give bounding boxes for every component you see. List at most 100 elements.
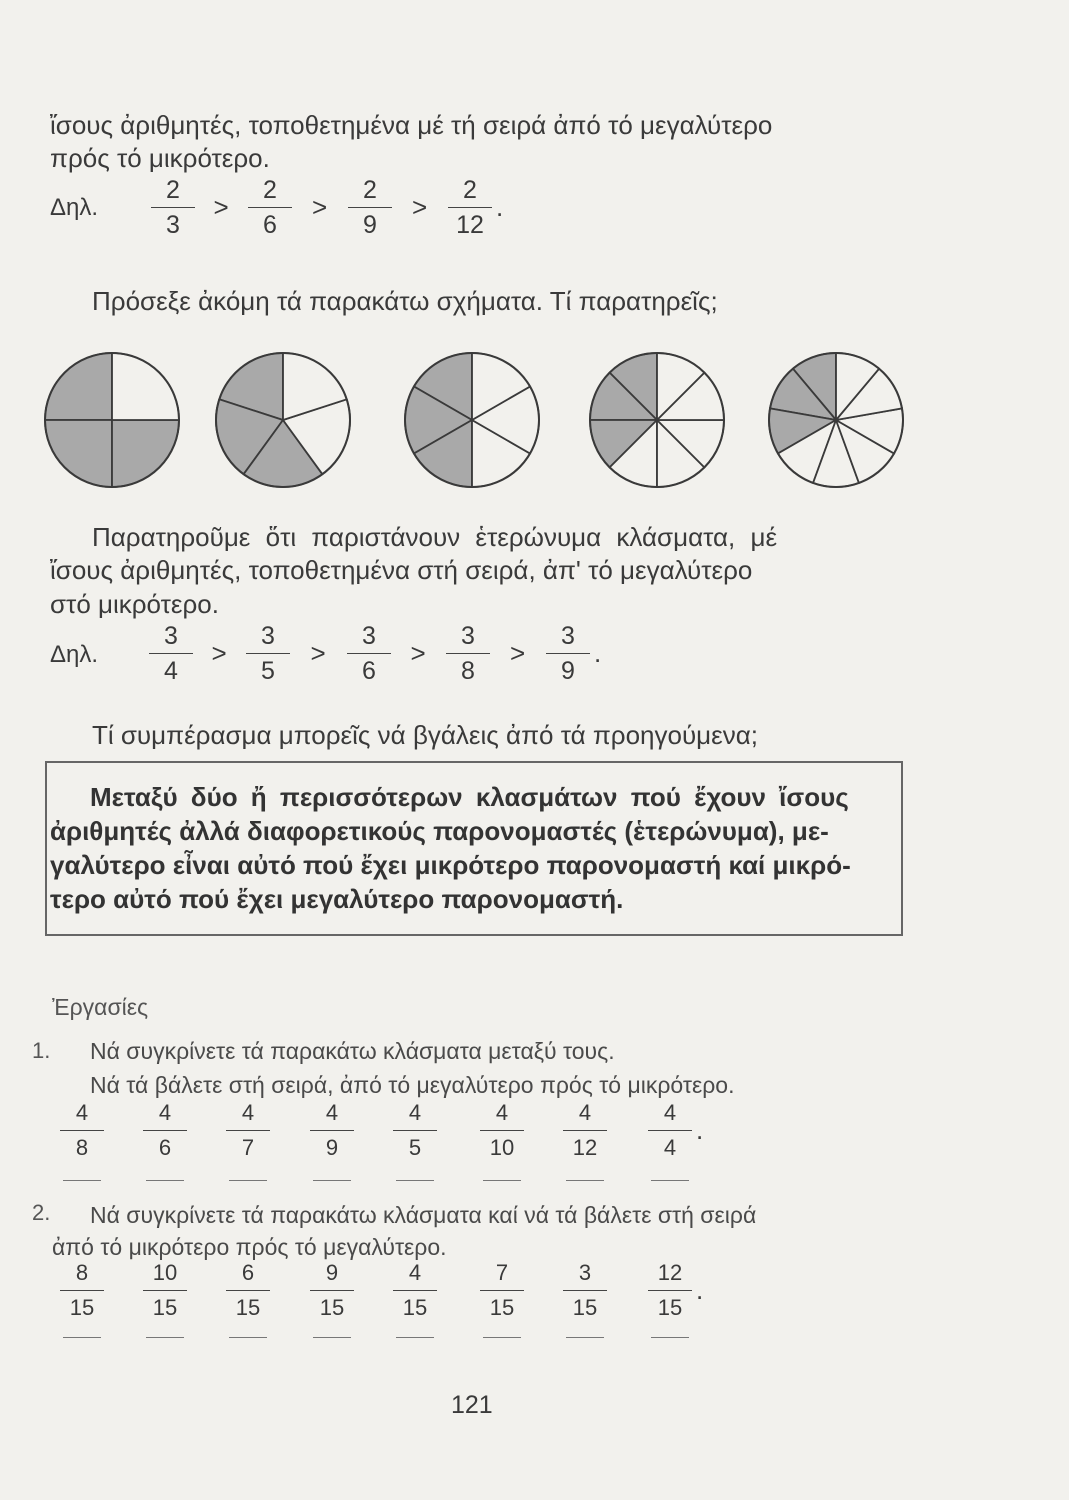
fraction-denominator: 15 (489, 1295, 515, 1320)
answer-blank (651, 1180, 689, 1181)
fraction-numerator: 3 (362, 622, 376, 650)
fraction-denominator: 6 (158, 1135, 172, 1160)
answer-blank (229, 1180, 267, 1181)
fraction-numerator: 10 (152, 1260, 178, 1285)
answer-blank (483, 1180, 521, 1181)
fraction-numerator: 3 (578, 1260, 592, 1285)
answer-blank (313, 1337, 351, 1338)
fraction-bar (246, 653, 290, 654)
fraction-bar (563, 1130, 607, 1131)
fraction-numerator: 4 (663, 1100, 677, 1125)
fraction: 7 15 (480, 1259, 524, 1322)
fraction-numerator: 4 (241, 1100, 255, 1125)
fraction: 4 10 (480, 1099, 524, 1162)
fraction-denominator: 15 (402, 1295, 428, 1320)
observation-line-1: Παρατηροῦμε ὅτι παριστάνουν ἑτερώνυμα κλ… (92, 522, 778, 552)
page-number: 121 (451, 1391, 493, 1419)
fraction-numerator: 8 (75, 1260, 89, 1285)
fraction-denominator: 4 (164, 657, 178, 685)
fraction-bar (143, 1130, 187, 1131)
fraction: 10 15 (143, 1259, 187, 1322)
answer-blank (229, 1337, 267, 1338)
fraction-denominator: 9 (325, 1135, 339, 1160)
fraction-numerator: 3 (261, 622, 275, 650)
end-period: . (696, 1115, 704, 1145)
pie-outline (768, 352, 904, 488)
fraction-numerator: 2 (463, 176, 477, 204)
intro-line-1: ἴσους ἀριθμητές, τοποθετημένα μέ τή σειρ… (50, 110, 773, 140)
fraction-denominator: 15 (69, 1295, 95, 1320)
fraction-bar (310, 1290, 354, 1291)
fraction-denominator: 7 (241, 1135, 255, 1160)
fraction-bar (348, 207, 392, 208)
fraction-bar (143, 1290, 187, 1291)
fraction: 2 12 (448, 176, 492, 239)
fraction-numerator: 3 (561, 622, 575, 650)
rule-line-3: γαλύτερο εἶναι αὐτό πού ἔχει μικρότερο π… (50, 850, 851, 880)
end-period: . (696, 1275, 704, 1305)
rule-line-4: τερο αὐτό πού ἔχει μεγαλύτερο παρονομαστ… (50, 884, 624, 914)
fraction-denominator: 8 (461, 657, 475, 685)
answer-blank (651, 1337, 689, 1338)
shapes-prompt: Πρόσεξε ἀκόμη τά παρακάτω σχήματα. Τί πα… (92, 286, 718, 316)
fraction-denominator: 5 (261, 657, 275, 685)
exercise-2-line-1: Νά συγκρίνετε τά παρακάτω κλάσματα καί ν… (90, 1202, 757, 1228)
fraction-numerator: 2 (166, 176, 180, 204)
pie-8-parts (589, 352, 725, 488)
fraction: 9 15 (310, 1259, 354, 1322)
fraction-denominator: 15 (572, 1295, 598, 1320)
answer-blank (566, 1337, 604, 1338)
exercise-2-line-2: ἀπό τό μικρότερο πρός τό μεγαλύτερο. (52, 1234, 447, 1260)
fraction-bar (226, 1290, 270, 1291)
answer-blank (396, 1180, 434, 1181)
fraction-denominator: 15 (235, 1295, 261, 1320)
fraction-bar (151, 207, 195, 208)
fraction-numerator: 4 (408, 1100, 422, 1125)
fraction-denominator: 15 (319, 1295, 345, 1320)
fraction-bar (546, 653, 590, 654)
fraction-bar (248, 207, 292, 208)
intro-line-2: πρός τό μικρότερο. (50, 143, 270, 173)
fraction-numerator: 6 (241, 1260, 255, 1285)
greater-than-sign: > (213, 192, 229, 222)
fraction-numerator: 4 (578, 1100, 592, 1125)
fraction-bar (648, 1130, 692, 1131)
answer-blank (63, 1180, 101, 1181)
observation-line-2: ἴσους ἀριθμητές, τοποθετημένα στή σειρά,… (50, 555, 753, 585)
fraction-bar (448, 207, 492, 208)
fraction: 3 15 (563, 1259, 607, 1322)
rule-line-1: Μεταξύ δύο ἤ περισσότερων κλασμάτων πού … (90, 782, 849, 812)
fraction-numerator: 2 (363, 176, 377, 204)
pie-outline (44, 352, 180, 488)
fraction-denominator: 9 (363, 211, 377, 239)
greater-than-sign: > (211, 638, 227, 668)
fraction-bar (648, 1290, 692, 1291)
fraction-denominator: 10 (489, 1135, 515, 1160)
exercise-1-line-2: Νά τά βάλετε στή σειρά, ἀπό τό μεγαλύτερ… (90, 1072, 735, 1098)
pie-6-parts (404, 352, 540, 488)
fraction-bar (563, 1290, 607, 1291)
intro-dhl-label: Δηλ. (50, 194, 99, 221)
fraction-denominator: 15 (152, 1295, 178, 1320)
greater-than-sign: > (410, 638, 426, 668)
fraction-numerator: 12 (657, 1260, 683, 1285)
exercise-1-number: 1. (32, 1038, 51, 1063)
end-period: . (496, 192, 504, 222)
pie-5-parts (215, 352, 351, 488)
answer-blank (396, 1337, 434, 1338)
pie-outline (589, 352, 725, 488)
answer-blank (566, 1180, 604, 1181)
fraction-bar (60, 1290, 104, 1291)
fraction-numerator: 4 (75, 1100, 89, 1125)
rule-line-2: ἀριθμητές ἀλλά διαφορετικούς παρονομαστέ… (50, 816, 829, 846)
fraction-denominator: 6 (362, 657, 376, 685)
